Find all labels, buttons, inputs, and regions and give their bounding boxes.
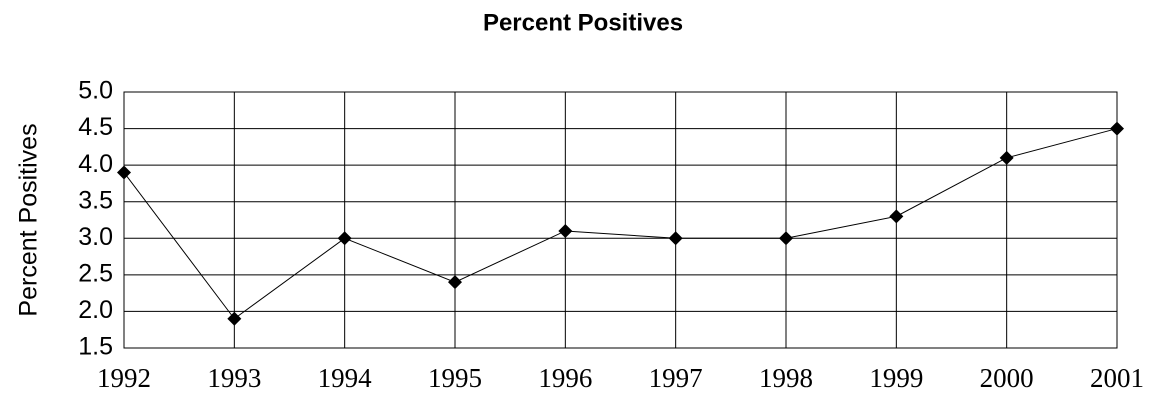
x-tick-label: 1996: [538, 363, 592, 393]
x-tick-label: 2001: [1090, 363, 1144, 393]
marker: [889, 209, 904, 224]
y-tick-label: 3.5: [78, 186, 113, 214]
marker: [227, 311, 242, 326]
plot-border: [123, 91, 1118, 349]
y-tick-label: 2.5: [78, 259, 113, 287]
chart-title: Percent Positives: [483, 9, 683, 36]
series-line: [123, 128, 1118, 320]
y-tick-label: 4.0: [78, 150, 113, 178]
x-tick-label: 2000: [980, 363, 1034, 393]
y-tick-label: 4.5: [78, 113, 113, 141]
x-tick-label: 1998: [759, 363, 813, 393]
y-tick-label: 1.5: [78, 333, 113, 361]
marker: [668, 231, 683, 246]
marker: [1110, 121, 1124, 136]
marker: [337, 231, 352, 246]
marker: [999, 150, 1014, 165]
x-tick-label: 1997: [649, 363, 703, 393]
marker: [558, 223, 573, 238]
y-tick-label: 5.0: [78, 77, 113, 105]
x-tick-label: 1995: [428, 363, 482, 393]
marker: [448, 275, 462, 290]
marker: [779, 231, 793, 246]
marker: [117, 165, 131, 180]
x-tick-label: 1993: [207, 363, 261, 393]
x-tick-label: 1992: [97, 363, 151, 393]
y-tick-label: 2.0: [78, 296, 113, 324]
x-tick-label: 1994: [318, 363, 373, 393]
y-tick-label: 3.0: [78, 223, 113, 251]
y-axis-label: Percent Positives: [15, 123, 43, 316]
x-tick-label: 1999: [869, 363, 923, 393]
